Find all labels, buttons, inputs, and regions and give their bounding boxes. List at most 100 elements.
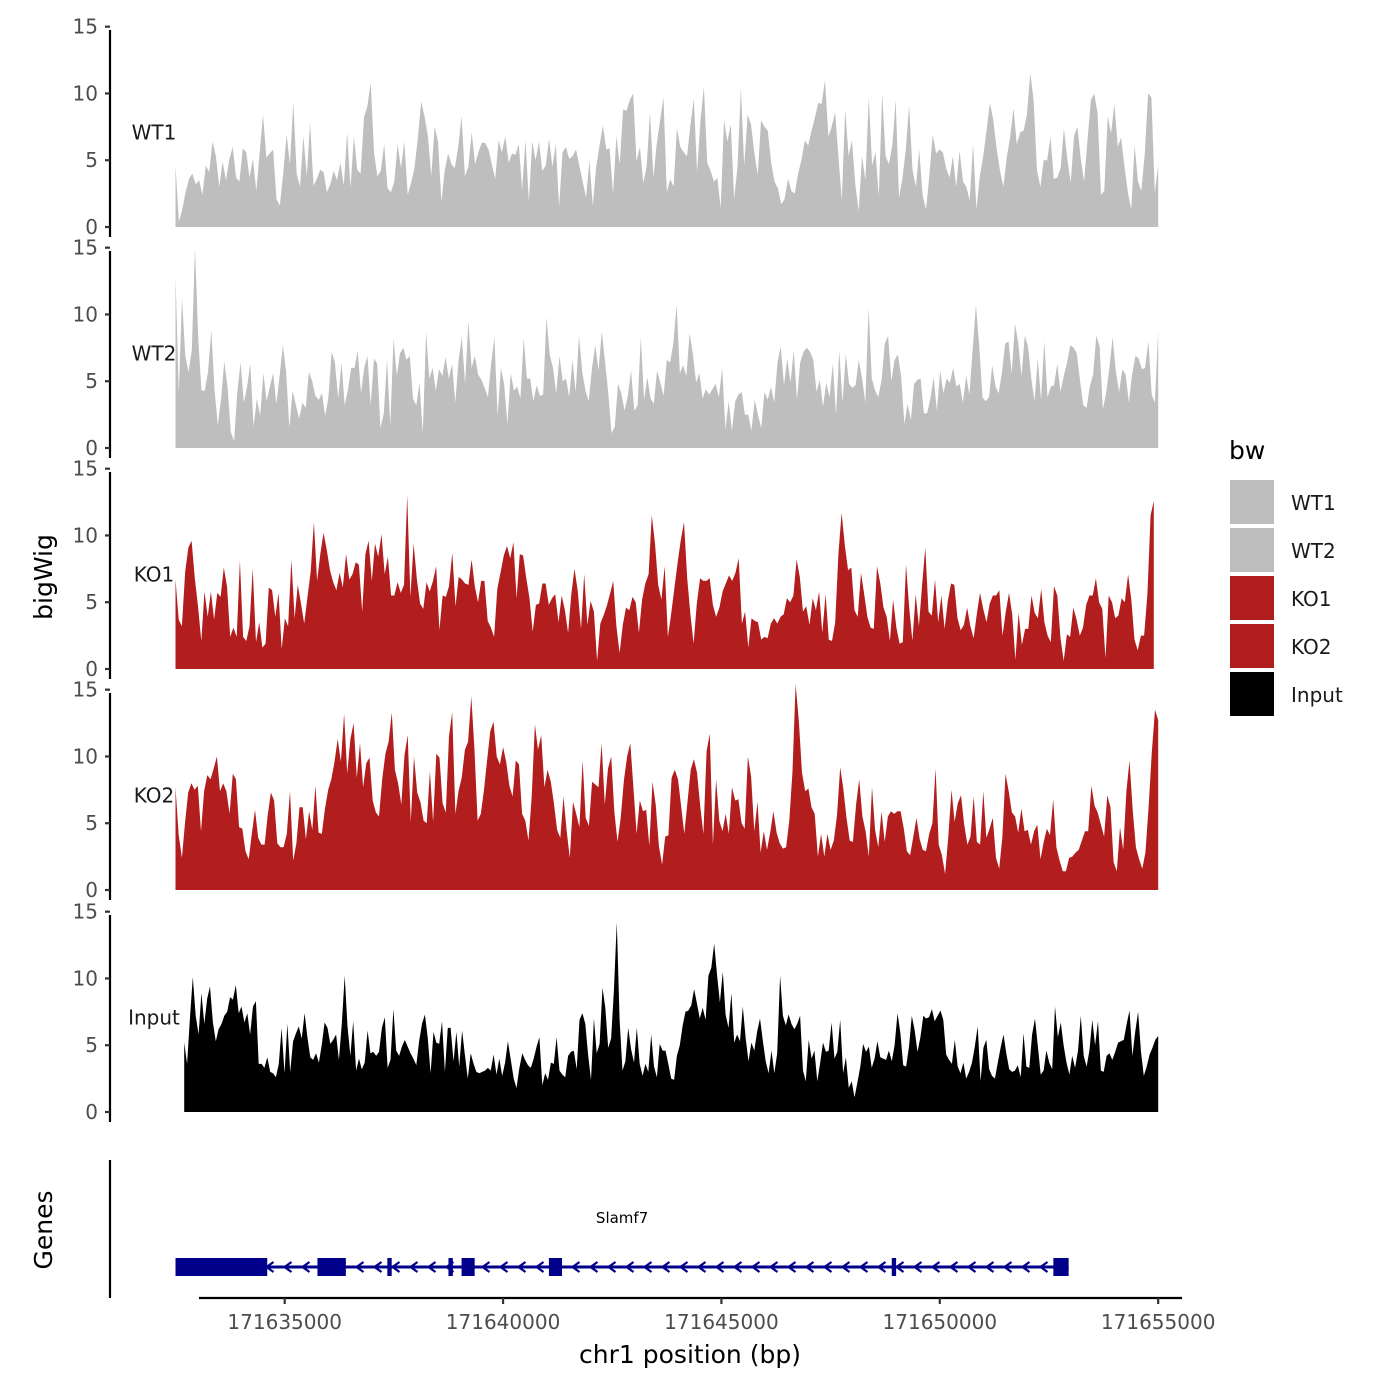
strand-arrow-icon xyxy=(642,1261,653,1273)
x-tick-label: 171640000 xyxy=(446,1310,561,1334)
strand-arrow-icon xyxy=(570,1261,581,1273)
legend-label-ko2: KO2 xyxy=(1291,635,1332,659)
track-ko1: 0 5 10 15 KO1 xyxy=(73,457,1154,681)
strand-arrow-icon xyxy=(516,1261,527,1273)
gene-exon xyxy=(175,1258,268,1276)
gene-exon xyxy=(461,1258,475,1276)
coverage-area-ko2 xyxy=(175,684,1159,890)
x-tick-label: 171645000 xyxy=(664,1310,779,1334)
strand-arrow-icon xyxy=(390,1261,401,1273)
y-tick-label: 10 xyxy=(73,966,98,990)
strand-arrow-icon xyxy=(354,1261,365,1273)
strand-arrow-icon xyxy=(822,1261,833,1273)
y-tick-label: 0 xyxy=(85,657,98,681)
gene-exon xyxy=(1053,1258,1069,1276)
strand-arrow-icon xyxy=(786,1261,797,1273)
gene-exon xyxy=(891,1258,897,1276)
legend-title: bw xyxy=(1229,436,1265,465)
y-tick-label: 15 xyxy=(73,457,98,481)
strand-arrow-icon xyxy=(588,1261,599,1273)
gene-exon xyxy=(317,1258,346,1276)
legend-label-input: Input xyxy=(1291,683,1343,707)
legend-key-wt2 xyxy=(1230,528,1274,572)
strand-arrow-icon xyxy=(1038,1261,1049,1273)
gene-exon xyxy=(387,1258,392,1276)
strand-arrow-icon xyxy=(912,1261,923,1273)
y-tick-label: 5 xyxy=(85,590,98,614)
strand-arrow-icon xyxy=(498,1261,509,1273)
track-label-input: Input xyxy=(128,1006,180,1030)
strand-arrow-icon xyxy=(1002,1261,1013,1273)
y-tick-label: 10 xyxy=(73,302,98,326)
track-label-wt2: WT2 xyxy=(132,342,177,366)
strand-arrow-icon xyxy=(624,1261,635,1273)
legend-key-input xyxy=(1230,672,1274,716)
coverage-area-wt1 xyxy=(175,73,1159,228)
strand-arrow-icon xyxy=(480,1261,491,1273)
strand-arrow-icon xyxy=(984,1261,995,1273)
y-tick-label: 10 xyxy=(73,744,98,768)
coverage-area-wt2 xyxy=(175,247,1159,448)
y-tick-label: 10 xyxy=(73,81,98,105)
strand-arrow-icon xyxy=(732,1261,743,1273)
strand-arrow-icon xyxy=(876,1261,887,1273)
strand-arrow-icon xyxy=(966,1261,977,1273)
y-tick-label: 15 xyxy=(73,678,98,702)
x-axis: 171635000 171640000 171645000 171650000 1716… xyxy=(199,1296,1215,1369)
y-tick-label: 15 xyxy=(73,15,98,39)
genes-axis-title: Genes xyxy=(29,1190,58,1269)
gene-model xyxy=(175,1258,1069,1276)
y-tick-label: 0 xyxy=(85,436,98,460)
track-input: 0 5 10 15 Input xyxy=(73,900,1159,1124)
y-tick-label: 15 xyxy=(73,900,98,924)
strand-arrow-icon xyxy=(948,1261,959,1273)
y-tick-label: 0 xyxy=(85,878,98,902)
track-label-ko2: KO2 xyxy=(134,784,175,808)
legend-label-wt2: WT2 xyxy=(1291,539,1336,563)
legend-items: WT1 WT2 KO1 KO2 Input xyxy=(1230,480,1343,716)
strand-arrow-icon xyxy=(606,1261,617,1273)
legend-key-ko2 xyxy=(1230,624,1274,668)
strand-arrow-icon xyxy=(372,1261,383,1273)
y-tick-label: 0 xyxy=(85,1100,98,1124)
strand-arrow-icon xyxy=(660,1261,671,1273)
y-tick-label: 5 xyxy=(85,369,98,393)
gene-exon xyxy=(548,1258,563,1276)
coverage-area-ko1 xyxy=(175,495,1154,669)
y-tick-label: 15 xyxy=(73,236,98,260)
strand-arrow-icon xyxy=(750,1261,761,1273)
strand-arrow-icon xyxy=(282,1261,293,1273)
coverage-tracks: 0 5 10 15 WT1 0 5 10 15 WT2 0 5 10 15 KO1 0 5 10 15 KO2 0 5 10… xyxy=(73,15,1159,1124)
strand-arrow-icon xyxy=(426,1261,437,1273)
strand-arrow-icon xyxy=(1020,1261,1031,1273)
track-label-ko1: KO1 xyxy=(134,563,175,587)
strand-arrow-icon xyxy=(408,1261,419,1273)
track-wt1: 0 5 10 15 WT1 xyxy=(73,15,1159,239)
strand-arrow-icon xyxy=(894,1261,905,1273)
strand-arrow-icon xyxy=(678,1261,689,1273)
y-axis-title: bigWig xyxy=(29,534,58,620)
y-tick-label: 0 xyxy=(85,215,98,239)
x-axis-ticks: 171635000 171640000 171645000 171650000 1716… xyxy=(227,1298,1215,1334)
legend-key-ko1 xyxy=(1230,576,1274,620)
strand-arrow-icon xyxy=(534,1261,545,1273)
y-tick-label: 5 xyxy=(85,811,98,835)
strand-arrow-icon xyxy=(714,1261,725,1273)
strand-arrow-icon xyxy=(858,1261,869,1273)
track-ko2: 0 5 10 15 KO2 xyxy=(73,678,1159,902)
legend-label-ko1: KO1 xyxy=(1291,587,1332,611)
legend: bw WT1 WT2 KO1 KO2 Input xyxy=(1229,436,1343,716)
strand-arrow-icon xyxy=(300,1261,311,1273)
gene-panel: Genes Slamf7 xyxy=(29,1160,1069,1298)
y-tick-label: 5 xyxy=(85,148,98,172)
gene-name-label: Slamf7 xyxy=(596,1209,648,1227)
y-tick-label: 10 xyxy=(73,523,98,547)
x-axis-title: chr1 position (bp) xyxy=(579,1340,801,1369)
y-tick-label: 5 xyxy=(85,1033,98,1057)
strand-arrow-icon xyxy=(840,1261,851,1273)
coverage-area-input xyxy=(184,922,1159,1112)
track-wt2: 0 5 10 15 WT2 xyxy=(73,236,1159,460)
x-tick-label: 171635000 xyxy=(227,1310,342,1334)
gene-exon xyxy=(448,1258,453,1276)
